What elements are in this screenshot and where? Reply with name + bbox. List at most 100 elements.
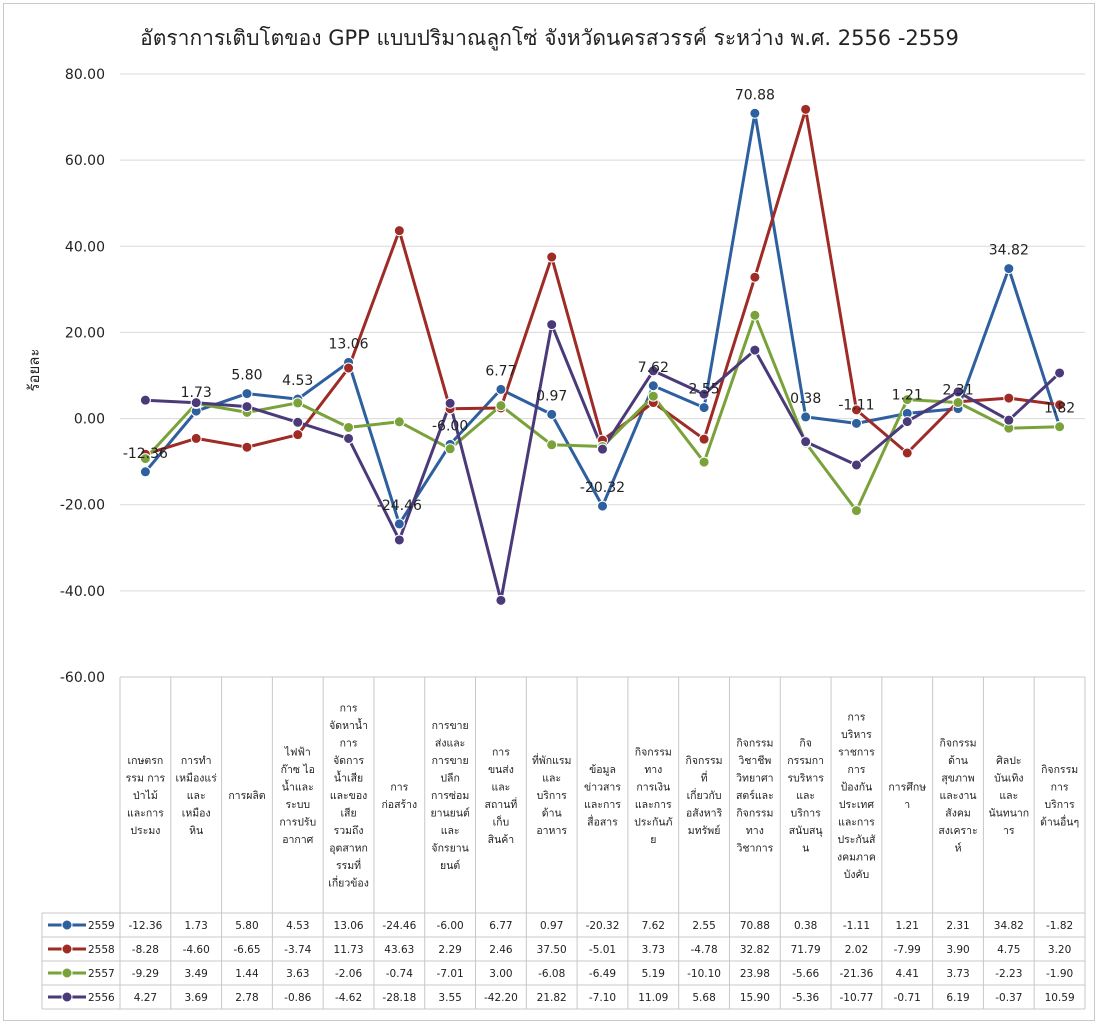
table-cell: 0.97 bbox=[540, 920, 563, 932]
data-label: -1.11 bbox=[838, 397, 874, 413]
table-cell: -9.29 bbox=[132, 968, 159, 980]
table-cell: 2.55 bbox=[692, 920, 715, 932]
point-2556 bbox=[241, 401, 253, 413]
point-2558 bbox=[546, 251, 558, 263]
point-2558 bbox=[292, 429, 304, 441]
table-cell: 3.63 bbox=[286, 968, 309, 980]
point-2556 bbox=[1003, 414, 1015, 426]
y-tick-label: -40.00 bbox=[60, 584, 105, 600]
point-2557 bbox=[1054, 421, 1066, 433]
point-2557 bbox=[850, 505, 862, 517]
table-cell: -4.78 bbox=[690, 944, 717, 956]
table-cell: 2.02 bbox=[845, 944, 868, 956]
table-cell: -5.01 bbox=[589, 944, 616, 956]
table-cell: -6.49 bbox=[589, 968, 616, 980]
category-label: การผลิต bbox=[228, 790, 265, 802]
point-2559 bbox=[597, 500, 608, 512]
point-2558 bbox=[749, 271, 761, 283]
table-cell: -7.10 bbox=[589, 992, 616, 1004]
series-line-2559 bbox=[144, 111, 1062, 526]
table-cell: 70.88 bbox=[740, 920, 770, 932]
table-cell: 2.78 bbox=[235, 992, 258, 1004]
point-2556 bbox=[850, 459, 862, 471]
point-2558 bbox=[800, 103, 812, 115]
point-2557 bbox=[952, 397, 964, 409]
category-label: การขายส่งและการขายปลีกการซ่อมยานยนต์และจ… bbox=[430, 720, 470, 872]
table-cell: -0.37 bbox=[995, 992, 1022, 1004]
point-2557 bbox=[546, 439, 558, 451]
y-tick-label: -20.00 bbox=[60, 498, 105, 514]
point-2556 bbox=[546, 319, 558, 331]
table-cell: 1.73 bbox=[184, 920, 207, 932]
point-2556 bbox=[698, 388, 710, 400]
data-label: 0.97 bbox=[536, 388, 567, 404]
point-2556 bbox=[800, 436, 812, 448]
point-2559 bbox=[749, 107, 761, 119]
table-cell: 3.00 bbox=[489, 968, 512, 980]
data-label: 13.06 bbox=[329, 336, 369, 352]
table-cell: -6.65 bbox=[233, 944, 260, 956]
chart-title: อัตราการเติบโตของ GPP แบบปริมาณลูกโซ่ จั… bbox=[140, 26, 959, 50]
category-label: ที่พักแรมและบริการด้านอาหาร bbox=[532, 753, 572, 837]
point-2556 bbox=[1054, 367, 1066, 379]
table-cell: 6.19 bbox=[946, 992, 969, 1004]
legend-marker-2556 bbox=[61, 991, 73, 1003]
table-cell: 3.55 bbox=[438, 992, 461, 1004]
y-tick-label: 20.00 bbox=[65, 325, 105, 341]
point-2557 bbox=[749, 309, 761, 321]
point-2556 bbox=[444, 397, 456, 409]
point-2559 bbox=[850, 417, 862, 429]
point-2559 bbox=[393, 518, 405, 530]
point-2556 bbox=[393, 534, 405, 546]
data-label: 4.53 bbox=[282, 373, 313, 389]
point-2559 bbox=[546, 408, 558, 420]
y-tick-label: 0.00 bbox=[74, 412, 105, 428]
legend-entry: 2557 bbox=[88, 968, 115, 980]
point-2557 bbox=[901, 394, 913, 406]
table-cell: -4.60 bbox=[183, 944, 210, 956]
point-2558 bbox=[1054, 399, 1066, 411]
table-cell: 5.19 bbox=[642, 968, 665, 980]
category-label: กิจกรรมที่เกี่ยวกับอสังหาริมทรัพย์ bbox=[686, 755, 723, 837]
table-cell: 10.59 bbox=[1045, 992, 1075, 1004]
point-2557 bbox=[139, 453, 151, 465]
table-cell: 21.82 bbox=[537, 992, 567, 1004]
point-2558 bbox=[901, 447, 913, 459]
table-cell: -4.62 bbox=[335, 992, 362, 1004]
y-tick-label: -60.00 bbox=[60, 670, 105, 686]
table-cell: -2.06 bbox=[335, 968, 362, 980]
point-2556 bbox=[952, 386, 964, 398]
point-2559 bbox=[647, 380, 659, 392]
data-label: 7.62 bbox=[638, 360, 669, 376]
category-label: ข้อมูลข่าวสารและการสื่อสาร bbox=[584, 764, 621, 829]
point-2559 bbox=[800, 411, 812, 423]
category-label: การก่อสร้าง bbox=[381, 781, 417, 811]
point-2556 bbox=[749, 344, 761, 356]
point-2556 bbox=[139, 394, 151, 406]
point-2557 bbox=[393, 416, 405, 428]
point-2559 bbox=[241, 388, 253, 400]
category-label: กิจกรรมทางการเงินและการประกันภัย bbox=[634, 746, 672, 846]
table-cell: 2.46 bbox=[489, 944, 513, 956]
table-cell: 1.44 bbox=[235, 968, 259, 980]
table-cell: 3.49 bbox=[184, 968, 207, 980]
point-2558 bbox=[393, 225, 405, 237]
y-tick-label: 40.00 bbox=[65, 239, 105, 255]
table-cell: -1.11 bbox=[843, 920, 870, 932]
table-cell: 3.73 bbox=[946, 968, 969, 980]
table-cell: -10.10 bbox=[687, 968, 721, 980]
point-2556 bbox=[190, 397, 202, 409]
chart-frame bbox=[3, 3, 1095, 1021]
table-cell: -2.23 bbox=[995, 968, 1022, 980]
point-2556 bbox=[647, 365, 659, 377]
table-cell: 2.31 bbox=[946, 920, 969, 932]
legend-marker-2557 bbox=[61, 967, 73, 979]
point-2556 bbox=[901, 416, 913, 428]
legend-marker-2559 bbox=[61, 919, 73, 931]
category-label: กิจกรรมวิชาชีพวิทยาศาสตร์และกิจกรรมทางวิ… bbox=[736, 738, 774, 855]
table-cell: 5.68 bbox=[692, 992, 715, 1004]
table-cell: -21.36 bbox=[840, 968, 874, 980]
data-label: 5.80 bbox=[231, 368, 262, 384]
data-table: เกษตรกรรม การป่าไม้และการประมงการทำเหมือ… bbox=[41, 676, 1086, 1010]
point-2557 bbox=[292, 397, 304, 409]
